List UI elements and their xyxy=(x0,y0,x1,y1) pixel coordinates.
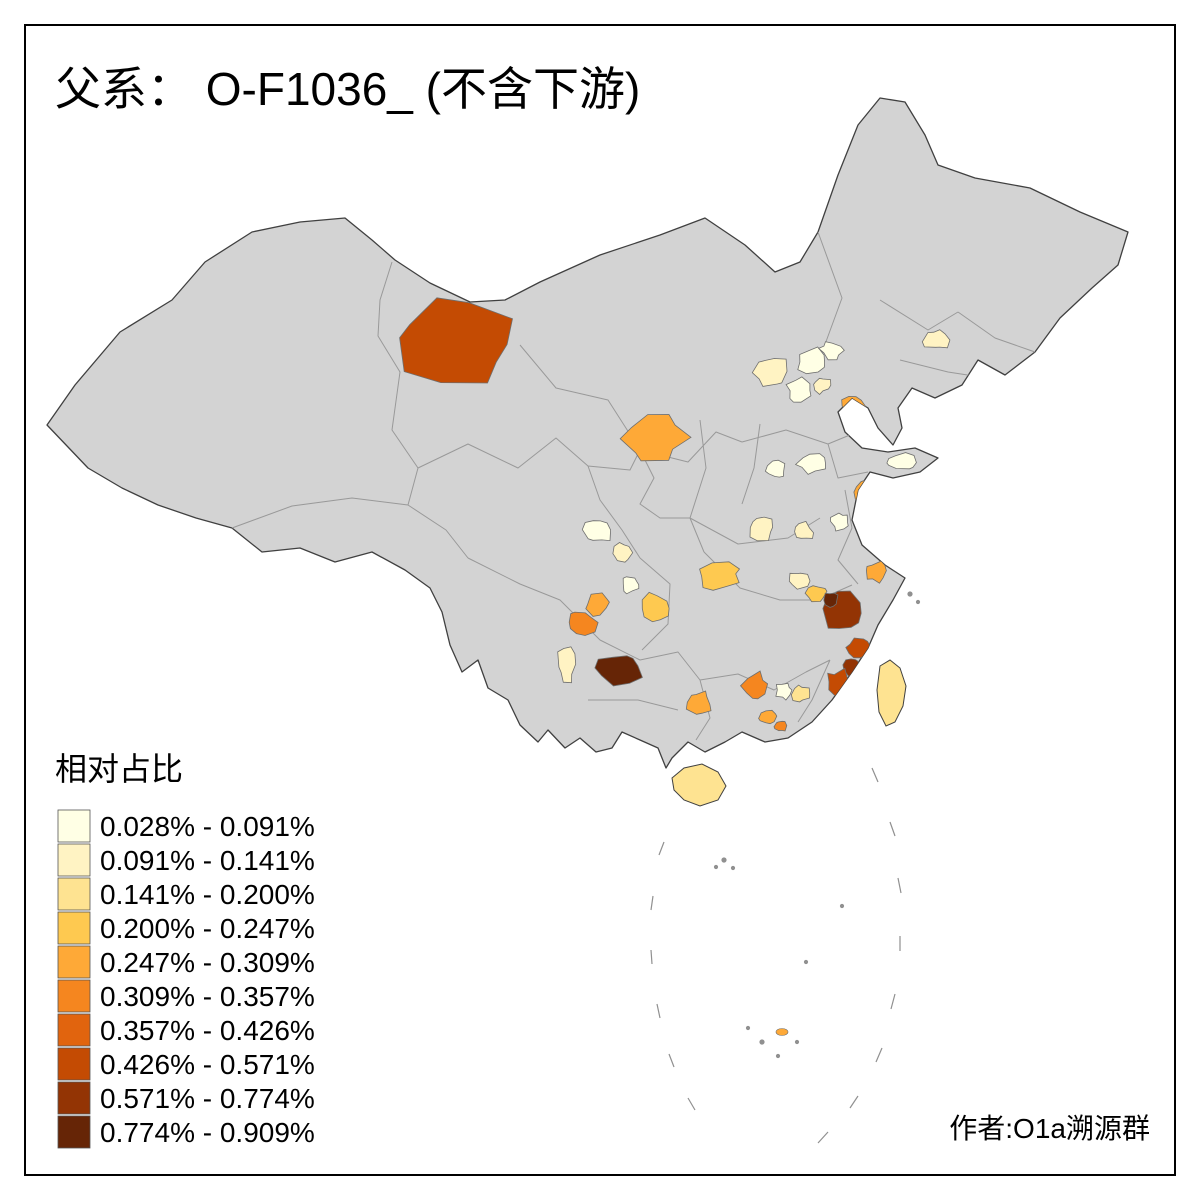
legend-label: 0.571% - 0.774% xyxy=(100,1083,315,1114)
legend-label: 0.426% - 0.571% xyxy=(100,1049,315,1080)
map-region-liaoning-west xyxy=(921,329,951,349)
map-region-wuhai-ningxia xyxy=(619,414,692,462)
author-credit: 作者:O1a溯源群 xyxy=(949,1113,1150,1144)
map-region-luzhou-yibin xyxy=(641,591,670,623)
legend-swatch xyxy=(57,979,91,1013)
legend-swatch xyxy=(57,877,91,911)
map-region-shaoguan xyxy=(739,670,769,700)
map-region-guangzhou-foshan xyxy=(758,709,778,725)
sansha-island-dot xyxy=(775,1028,789,1036)
legend-label: 0.200% - 0.247% xyxy=(100,913,315,944)
map-region-mianyang xyxy=(581,520,612,542)
map-region-nanchang xyxy=(804,585,828,603)
map-region-heyuan xyxy=(790,684,811,703)
map-region-beijing-southwest xyxy=(785,376,812,403)
map-region-hefei xyxy=(830,512,849,532)
map-region-zhangjiakou xyxy=(751,358,788,387)
legend: 相对占比 0.028% - 0.091%0.091% - 0.141%0.141… xyxy=(55,751,315,1149)
map-region-fuyang xyxy=(794,520,814,539)
map-region-shanxi-south xyxy=(764,459,786,478)
map-region-nanchong xyxy=(612,542,634,563)
map-region-jiujiang xyxy=(788,572,811,590)
map-region-shenzhen-dongguan xyxy=(773,720,788,732)
map-region-huzhou-dark xyxy=(823,592,839,608)
map-region-yantai-peninsula xyxy=(886,452,917,470)
map-region-liuzhou xyxy=(685,690,712,715)
legend-swatch xyxy=(57,1081,91,1115)
colored-prefecture-regions xyxy=(399,297,951,732)
legend-label: 0.309% - 0.357% xyxy=(100,981,315,1012)
legend-rows: 0.028% - 0.091%0.091% - 0.141%0.141% - 0… xyxy=(57,809,315,1149)
legend-swatch xyxy=(57,911,91,945)
map-region-chengdu xyxy=(585,592,610,617)
map-region-jiuquan-ejina xyxy=(399,297,513,384)
map-region-chengde-south xyxy=(817,341,845,361)
map-region-suining xyxy=(622,576,640,595)
map-region-langfang xyxy=(813,377,832,395)
legend-swatch xyxy=(57,945,91,979)
legend-swatch xyxy=(57,1013,91,1047)
south-china-sea-islands xyxy=(650,591,921,1144)
legend-swatch xyxy=(57,809,91,843)
map-region-zhumadian xyxy=(749,516,774,542)
taiwan-island xyxy=(876,659,907,727)
map-region-kunming-strip xyxy=(557,646,577,684)
map-region-dezhou xyxy=(794,453,826,475)
legend-label: 0.141% - 0.200% xyxy=(100,879,315,910)
province-boundaries xyxy=(231,231,1036,741)
legend-label: 0.357% - 0.426% xyxy=(100,1015,315,1046)
map-region-xiangyang-suizhou xyxy=(699,561,741,591)
legend-label: 0.774% - 0.909% xyxy=(100,1117,315,1148)
map-title: 父系： O-F1036_ (不含下游) xyxy=(55,63,640,115)
hainan-island xyxy=(671,763,727,807)
map-region-yaan-leshan xyxy=(568,611,599,636)
legend-title: 相对占比 xyxy=(55,751,183,787)
map-region-qingyuan xyxy=(775,682,793,701)
legend-label: 0.091% - 0.141% xyxy=(100,845,315,876)
legend-label: 0.028% - 0.091% xyxy=(100,811,315,842)
map-region-bijie-guiyang xyxy=(594,655,643,687)
legend-swatch xyxy=(57,1047,91,1081)
legend-label: 0.247% - 0.309% xyxy=(100,947,315,978)
legend-swatch xyxy=(57,843,91,877)
legend-swatch xyxy=(57,1115,91,1149)
